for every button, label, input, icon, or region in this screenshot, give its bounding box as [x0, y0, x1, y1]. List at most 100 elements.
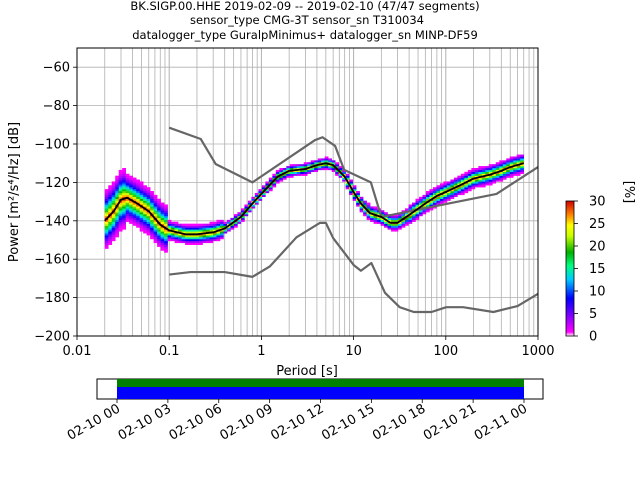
density-cell	[139, 227, 144, 230]
density-cell	[474, 179, 479, 182]
density-cell	[240, 210, 245, 213]
density-cell	[499, 162, 504, 165]
density-cell	[136, 191, 140, 194]
density-cell	[139, 208, 144, 211]
density-cell	[293, 166, 298, 169]
density-cell	[181, 223, 186, 226]
density-cell	[125, 194, 130, 197]
density-cell	[314, 169, 319, 173]
density-cell	[240, 217, 245, 221]
density-cell	[247, 210, 252, 213]
density-cell	[129, 196, 133, 199]
density-cell	[495, 162, 500, 165]
density-cell	[401, 225, 406, 228]
density-cell	[324, 168, 329, 171]
density-cell	[150, 235, 154, 238]
density-cell	[317, 162, 322, 165]
density-cell	[181, 231, 186, 234]
density-cell	[408, 216, 413, 219]
density-cell	[174, 237, 179, 240]
density-cell	[111, 189, 116, 192]
density-cell	[202, 239, 207, 242]
density-cell	[188, 235, 193, 238]
density-cell	[516, 156, 521, 159]
density-cell	[122, 219, 126, 222]
density-cell	[153, 227, 158, 230]
density-cell	[192, 237, 196, 240]
time-tick-label: 02-10 12	[268, 401, 326, 443]
density-cell	[261, 194, 266, 197]
density-cell	[370, 214, 374, 217]
density-cell	[118, 217, 123, 221]
density-cell	[206, 229, 210, 232]
density-cell	[425, 192, 430, 196]
density-cell	[188, 225, 193, 228]
density-cell	[108, 242, 113, 245]
density-cell	[108, 189, 113, 192]
density-cell	[446, 185, 451, 188]
density-cell	[380, 223, 385, 226]
density-cell	[160, 239, 165, 242]
density-cell	[324, 160, 329, 163]
density-cell	[136, 217, 140, 221]
colorbar-tick-label: 30	[589, 195, 606, 210]
density-cell	[136, 194, 140, 197]
density-cell	[212, 235, 217, 238]
density-cell	[467, 169, 472, 173]
nhnm-curve	[168, 126, 539, 219]
density-cell	[160, 204, 165, 207]
density-cell	[136, 198, 140, 201]
density-cell	[506, 160, 511, 163]
density-cell	[478, 168, 483, 171]
density-cell	[160, 235, 165, 238]
density-cell	[111, 196, 116, 199]
density-cell	[202, 223, 207, 226]
density-cell	[157, 244, 161, 247]
density-cell	[111, 187, 116, 190]
density-cell	[219, 231, 224, 234]
density-cell	[286, 168, 291, 171]
density-cell	[314, 160, 319, 163]
density-cell	[111, 229, 116, 232]
density-cell	[502, 162, 507, 165]
density-cell	[275, 179, 280, 182]
density-cell	[143, 231, 147, 234]
density-cell	[471, 169, 476, 173]
density-cell	[108, 196, 113, 199]
density-cell	[146, 192, 151, 196]
density-cell	[265, 181, 270, 184]
density-cell	[115, 200, 120, 203]
density-cell	[307, 168, 312, 171]
density-cell	[153, 210, 158, 213]
density-cell	[366, 204, 371, 207]
density-cell	[366, 212, 371, 215]
density-cell	[188, 229, 193, 232]
density-cell	[143, 229, 147, 232]
density-cell	[212, 221, 217, 224]
density-cell	[457, 192, 462, 196]
density-cell	[352, 187, 357, 190]
density-cell	[160, 246, 165, 249]
density-cell	[219, 223, 224, 226]
density-cell	[150, 223, 154, 226]
density-cell	[104, 194, 109, 197]
density-cell	[394, 216, 399, 219]
density-cell	[335, 169, 339, 173]
density-cell	[143, 219, 147, 222]
density-cell	[157, 217, 161, 221]
density-cell	[422, 194, 427, 197]
x-tick-label: 10	[345, 344, 362, 359]
density-cell	[111, 225, 116, 228]
density-cell	[136, 204, 140, 207]
density-cell	[401, 219, 406, 222]
density-cell	[185, 229, 189, 232]
density-cell	[219, 235, 224, 238]
density-cell	[104, 212, 109, 215]
density-cell	[492, 168, 497, 171]
density-cell	[328, 162, 332, 165]
density-cell	[195, 231, 200, 234]
density-cell	[439, 189, 444, 192]
density-cell	[450, 179, 455, 182]
density-cell	[422, 204, 427, 207]
density-cell	[146, 200, 151, 203]
